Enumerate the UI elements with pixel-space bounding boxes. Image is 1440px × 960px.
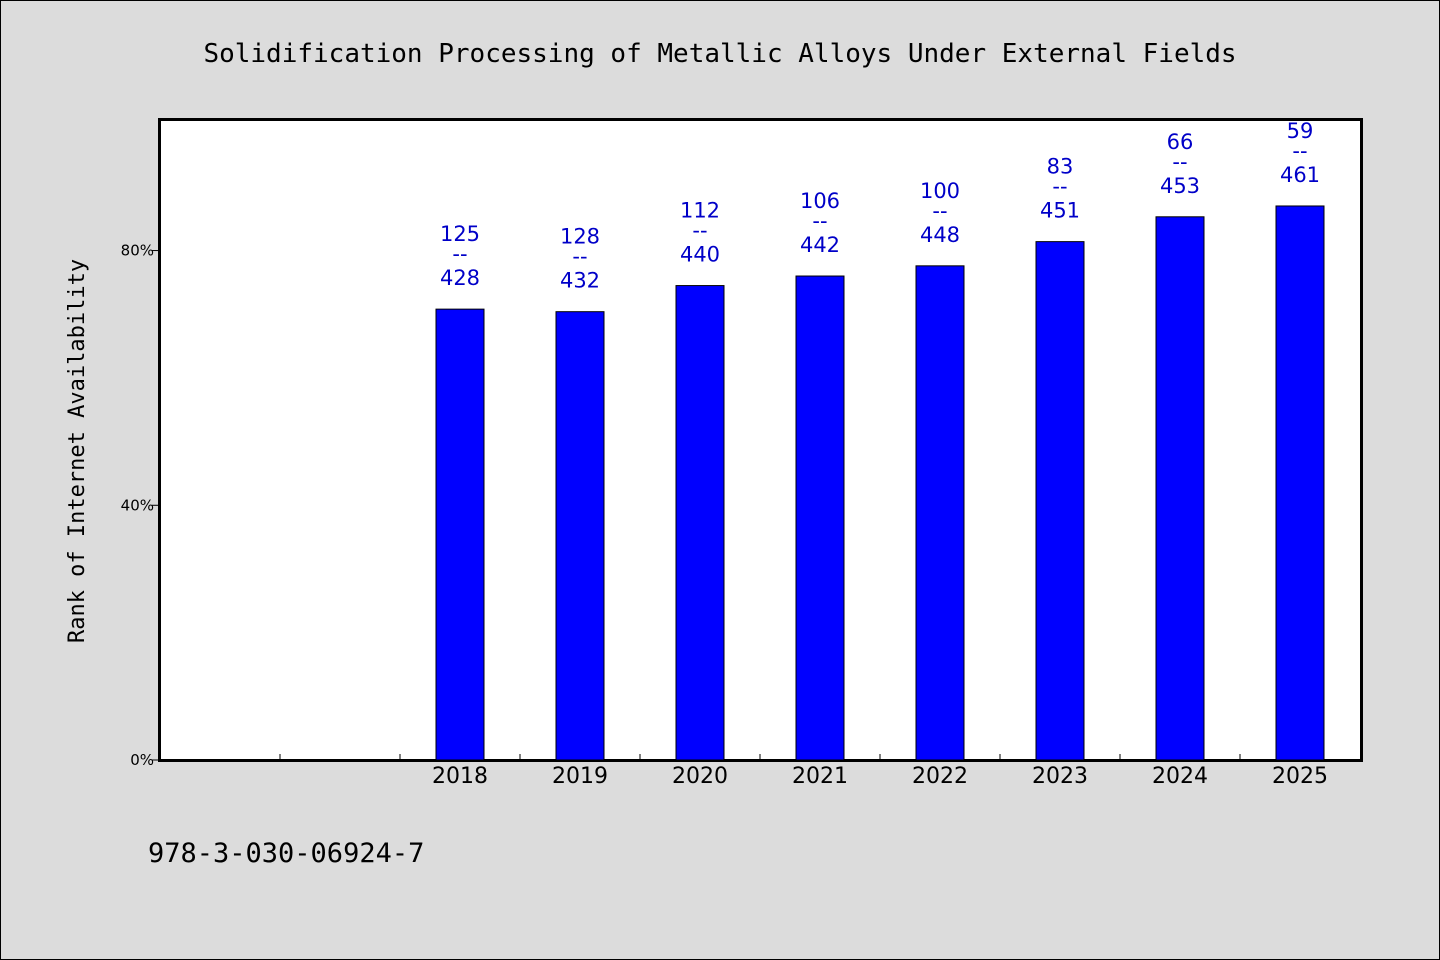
- bar-label-sep-2023: --: [1052, 175, 1067, 199]
- x-tick-label-2018: 2018: [432, 764, 488, 789]
- x-tick-label-2020: 2020: [672, 764, 728, 789]
- bar-label-rank-2023: 83: [1047, 155, 1074, 179]
- isbn-footer: 978-3-030-06924-7: [148, 838, 424, 869]
- bar-label-sep-2018: --: [452, 242, 467, 266]
- bar-label-total-2022: 448: [920, 223, 960, 247]
- bar-label-total-2020: 440: [680, 243, 720, 267]
- x-tick-label-2022: 2022: [912, 764, 968, 789]
- bar-2018: [435, 308, 485, 761]
- x-axis-ticks: 2018 2019 2020 2021 2022 2023 2024 2025: [279, 754, 1328, 789]
- bar-2023: [1035, 241, 1085, 761]
- bar-2025: [1275, 205, 1325, 761]
- chart-title: Solidification Processing of Metallic Al…: [203, 39, 1236, 69]
- y-tick-label-1: 40%: [121, 496, 154, 514]
- bar-label-rank-2021: 106: [800, 189, 840, 213]
- x-tick-label-2024: 2024: [1152, 764, 1208, 789]
- y-tick-label-2: 80%: [121, 242, 154, 260]
- y-axis-label: Rank of Internet Availability: [65, 259, 90, 643]
- y-tick-label-0: 0%: [130, 751, 154, 769]
- bar-2024: [1155, 216, 1205, 761]
- x-tick-label-2021: 2021: [792, 764, 848, 789]
- bar-label-total-2023: 451: [1040, 199, 1080, 223]
- bar-label-sep-2025: --: [1292, 139, 1307, 163]
- bar-2022: [915, 265, 965, 761]
- bar-label-sep-2019: --: [572, 245, 587, 269]
- x-tick-label-2023: 2023: [1032, 764, 1088, 789]
- bar-label-sep-2020: --: [692, 219, 707, 243]
- bar-label-rank-2020: 112: [680, 199, 720, 223]
- bar-label-total-2025: 461: [1280, 163, 1320, 187]
- bar-2019: [555, 311, 605, 761]
- bar-2021: [795, 275, 845, 761]
- bar-label-rank-2024: 66: [1167, 130, 1194, 154]
- bar-2020: [675, 285, 725, 761]
- bar-label-sep-2022: --: [932, 199, 947, 223]
- bar-label-rank-2022: 100: [920, 179, 960, 203]
- bar-label-rank-2018: 125: [440, 222, 480, 246]
- y-axis-ticks: 0% 40% 80%: [121, 242, 160, 769]
- bar-label-sep-2021: --: [812, 209, 827, 233]
- bar-label-sep-2024: --: [1172, 150, 1187, 174]
- x-tick-label-2019: 2019: [552, 764, 608, 789]
- bar-label-total-2021: 442: [800, 233, 840, 257]
- bar-labels: 125--428128--432112--440106--442100--448…: [440, 119, 1320, 293]
- bar-label-total-2024: 453: [1160, 174, 1200, 198]
- bar-label-rank-2025: 59: [1287, 119, 1314, 143]
- bar-label-rank-2019: 128: [560, 225, 600, 249]
- bar-label-total-2019: 432: [560, 269, 600, 293]
- bar-series: [435, 205, 1325, 761]
- bar-label-total-2018: 428: [440, 266, 480, 290]
- x-tick-label-2025: 2025: [1272, 764, 1328, 789]
